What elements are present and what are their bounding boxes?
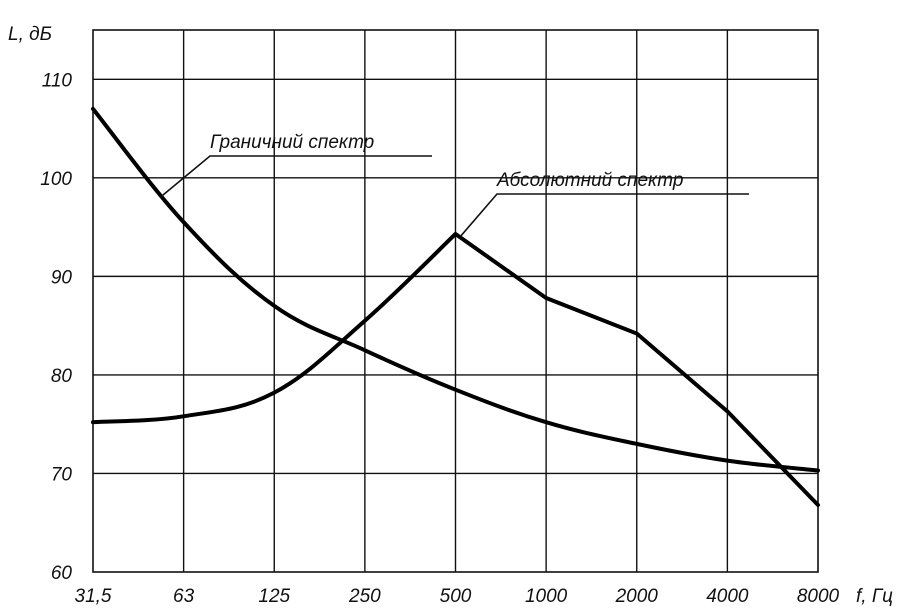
x-axis-label: f, Гц xyxy=(856,586,893,607)
y-axis-label: L, дБ xyxy=(8,24,52,45)
series-line-absolutnyi xyxy=(91,231,820,507)
x-tick-label: 2000 xyxy=(615,586,659,607)
x-tick-label: 500 xyxy=(440,586,472,607)
series-layer xyxy=(91,106,820,507)
y-tick-label: 60 xyxy=(51,563,73,584)
grid xyxy=(92,29,819,573)
x-tick-label: 63 xyxy=(173,586,195,607)
y-tick-label: 90 xyxy=(51,267,73,288)
series-label-absolutnyi: Абсолютний спектр xyxy=(496,170,683,191)
series-line-granychnyi xyxy=(91,106,820,473)
x-tick-label: 4000 xyxy=(706,586,749,607)
leader-line-granychnyi xyxy=(159,155,432,199)
x-tick-label: 250 xyxy=(348,586,381,607)
y-tick-label: 70 xyxy=(51,464,73,485)
y-tick-label: 110 xyxy=(42,70,73,91)
y-tick-label: 100 xyxy=(40,169,72,190)
x-tick-label: 1000 xyxy=(525,586,568,607)
series-label-granychnyi: Граничний спектр xyxy=(210,132,374,153)
leader-line-absolutnyi xyxy=(459,193,749,238)
x-tick-label: 8000 xyxy=(797,586,840,607)
x-tick-label: 125 xyxy=(258,586,290,607)
ticks: 60 70 80 90 100 110 31,5 63 125 250 500 1000 2000 400… xyxy=(40,70,839,607)
plot-frame xyxy=(92,29,819,573)
annotations: Граничний спектр Абсолютний спектр xyxy=(159,132,749,238)
y-tick-label: 80 xyxy=(51,366,73,387)
x-tick-label: 31,5 xyxy=(75,586,112,607)
